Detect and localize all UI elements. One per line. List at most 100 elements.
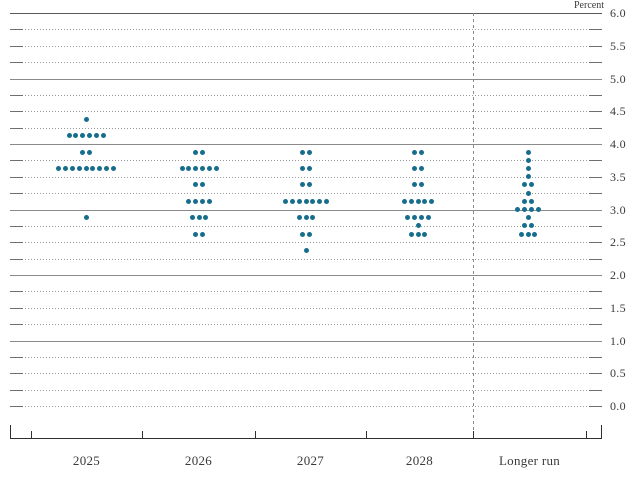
gridline-left-tick [10, 176, 23, 178]
projection-dot [83, 166, 89, 172]
projection-dot [528, 207, 534, 212]
projection-dot [97, 166, 103, 172]
x-axis-category-tick [366, 431, 367, 438]
projection-dot [422, 231, 428, 237]
gridline [10, 127, 602, 129]
projection-dot [412, 182, 418, 188]
projection-dot [80, 133, 86, 139]
gridline [10, 193, 602, 195]
gridline [10, 111, 602, 113]
projection-dot [422, 198, 428, 204]
x-axis-category-tick [31, 431, 32, 438]
gridline-right-tick [589, 45, 602, 47]
gridline-right-tick [589, 62, 602, 64]
gridline [10, 373, 602, 375]
gridline [10, 78, 602, 80]
gridline-left-tick [10, 94, 23, 96]
projection-dot [306, 231, 312, 237]
gridline [10, 242, 602, 244]
gridline [10, 324, 602, 326]
projection-dot [306, 182, 312, 188]
gridline [10, 389, 602, 391]
projection-dot [193, 198, 199, 204]
projection-dot [528, 198, 534, 204]
gridline-left-tick [10, 225, 23, 227]
projection-dot [525, 190, 531, 196]
x-axis-category-label: Longer run [498, 453, 561, 468]
gridline-right-tick [589, 406, 602, 407]
projection-dot [522, 223, 528, 229]
projection-dot [186, 166, 192, 172]
gridline [10, 258, 602, 260]
gridline-right-tick [589, 258, 602, 260]
gridline [10, 45, 602, 47]
projection-dot [425, 215, 431, 221]
projection-dot [110, 166, 116, 172]
projection-dot [518, 231, 524, 237]
projection-dot [76, 166, 82, 172]
gridline [10, 176, 602, 178]
projection-dot [186, 198, 192, 204]
gridline-right-tick [589, 160, 602, 162]
projection-dot [283, 198, 289, 204]
projection-dot [193, 149, 199, 155]
projection-dot [93, 133, 99, 139]
projection-dot [300, 231, 306, 237]
y-axis-tick-label: 4.5 [610, 104, 626, 119]
projection-dot [300, 149, 306, 155]
projection-dot [532, 231, 538, 237]
projection-dot [525, 157, 531, 163]
gridline [10, 29, 602, 31]
y-axis-tick-label: 1.0 [610, 333, 626, 348]
gridline-left-tick [10, 111, 23, 113]
x-axis-category-tick [142, 431, 143, 438]
y-axis-tick-label: 6.0 [610, 6, 626, 20]
x-axis-category-tick [255, 431, 256, 438]
gridline-right-tick [589, 373, 602, 375]
projection-dot [199, 182, 205, 188]
projection-dot [429, 198, 435, 204]
gridline [10, 94, 602, 96]
y-axis-tick-label: 3.5 [610, 169, 626, 184]
gridline-right-tick [589, 29, 602, 31]
projection-dot [103, 166, 109, 172]
gridline-left-tick [10, 373, 23, 375]
gridline [10, 356, 602, 358]
projection-dot [323, 198, 329, 204]
projection-dot [535, 207, 541, 212]
y-axis-tick-label: 2.0 [610, 268, 626, 282]
projection-dot [522, 198, 528, 204]
x-axis-line [10, 438, 602, 439]
projection-dot [300, 166, 306, 172]
projection-dot [415, 198, 421, 204]
x-axis-end-stroke [601, 425, 602, 438]
gridline-right-tick [589, 193, 602, 195]
gridline [10, 291, 602, 293]
gridline-right-tick [589, 225, 602, 227]
projection-dot [73, 133, 79, 139]
gridline-right-tick [589, 307, 602, 309]
projection-dot [306, 149, 312, 155]
y-axis-unit-label: Percent [574, 0, 604, 11]
projection-dot [199, 231, 205, 237]
projection-dot [525, 166, 531, 172]
x-axis-category-label: 2028 [405, 453, 434, 468]
gridline-left-tick [10, 62, 23, 64]
projection-dot [412, 215, 418, 221]
x-axis-end-stroke [10, 425, 11, 438]
projection-dot [300, 182, 306, 188]
projection-dot [199, 198, 205, 204]
y-axis-tick-label: 3.0 [610, 202, 626, 217]
projection-dot [86, 149, 92, 155]
projection-dot [206, 198, 212, 204]
gridline [10, 406, 602, 407]
y-axis-tick-label: 4.0 [610, 137, 626, 151]
x-axis-category-tick [586, 431, 587, 438]
projection-dot [203, 215, 209, 221]
x-axis-category-label: 2027 [296, 453, 325, 468]
gridline [10, 340, 602, 342]
gridline-left-tick [10, 356, 23, 358]
projection-dot [525, 231, 531, 237]
y-axis-tick-label: 0.5 [610, 366, 626, 381]
projection-dot [515, 207, 521, 212]
